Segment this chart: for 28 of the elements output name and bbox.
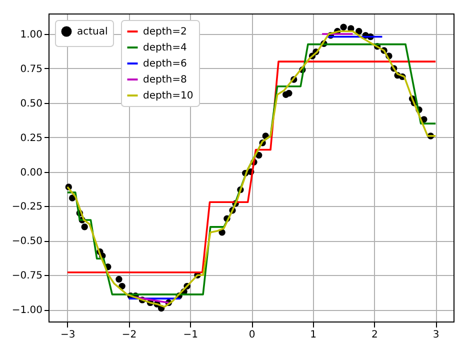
y-tick-label: −0.25 bbox=[12, 202, 42, 213]
x-tick-label: −3 bbox=[60, 330, 76, 340]
point bbox=[286, 90, 292, 97]
legend-label: depth=6 bbox=[143, 58, 187, 70]
y-tick-label: −1.00 bbox=[12, 305, 42, 316]
y-tick-label: 0.75 bbox=[20, 64, 42, 75]
y-tick-label: 0.00 bbox=[20, 167, 42, 178]
x-tick-label: −1 bbox=[183, 330, 198, 340]
y-tick-label: 1.00 bbox=[20, 29, 42, 40]
point bbox=[116, 276, 122, 283]
legend-label: depth=4 bbox=[143, 42, 187, 54]
point bbox=[81, 224, 88, 230]
y-tick-label: −0.75 bbox=[12, 270, 42, 282]
x-tick-label: −2 bbox=[122, 330, 137, 340]
point bbox=[340, 24, 347, 30]
y-tick-label: 0.25 bbox=[20, 132, 42, 144]
x-tick-label: 1 bbox=[310, 330, 317, 340]
x-tick-label: 0 bbox=[248, 330, 256, 340]
legend-label: depth=8 bbox=[143, 74, 187, 86]
point bbox=[356, 28, 362, 35]
legend-label: depth=2 bbox=[143, 26, 187, 38]
line-series bbox=[66, 60, 436, 274]
legend-label: actual bbox=[77, 26, 108, 38]
x-tick-label: 3 bbox=[432, 330, 440, 340]
y-tick-label: 0.50 bbox=[20, 98, 42, 110]
legend-label: depth=10 bbox=[143, 90, 194, 102]
x-tick-label: 2 bbox=[372, 330, 378, 340]
y-tick-label: −0.50 bbox=[12, 236, 42, 248]
